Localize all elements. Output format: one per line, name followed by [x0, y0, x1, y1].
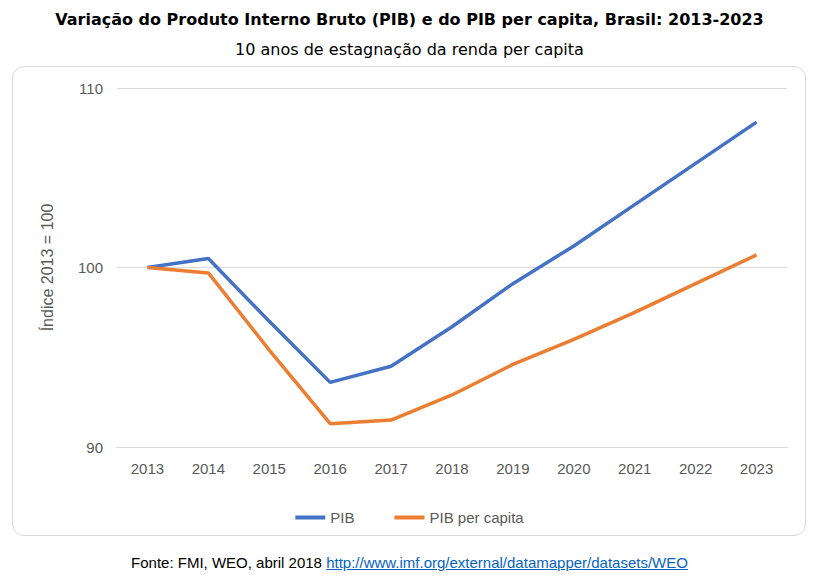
- svg-text:2023: 2023: [740, 460, 773, 477]
- svg-text:2017: 2017: [374, 460, 407, 477]
- svg-text:100: 100: [78, 259, 103, 276]
- svg-text:PIB per capita: PIB per capita: [429, 509, 524, 526]
- svg-text:2013: 2013: [131, 460, 164, 477]
- svg-text:Variação do Produto Interno Br: Variação do Produto Interno Bruto (PIB) …: [55, 10, 763, 29]
- svg-text:2015: 2015: [253, 460, 286, 477]
- html-text:Fonte: FMI, WEO, abril 2018 ht: Fonte: FMI, WEO, abril 2018 http://www.i…: [131, 554, 688, 571]
- svg-text:2022: 2022: [679, 460, 712, 477]
- svg-text:2019: 2019: [496, 460, 529, 477]
- svg-text:PIB: PIB: [330, 509, 354, 526]
- svg-text:2014: 2014: [192, 460, 225, 477]
- svg-text:2018: 2018: [435, 460, 468, 477]
- svg-text:2016: 2016: [313, 460, 346, 477]
- svg-text:Índice 2013 = 100: Índice 2013 = 100: [38, 204, 56, 332]
- svg-text:90: 90: [86, 439, 103, 456]
- svg-text:10 anos de estagnação da renda: 10 anos de estagnação da renda per capit…: [235, 40, 584, 59]
- svg-text:2020: 2020: [557, 460, 590, 477]
- svg-text:110: 110: [79, 80, 103, 97]
- svg-text:2021: 2021: [618, 460, 651, 477]
